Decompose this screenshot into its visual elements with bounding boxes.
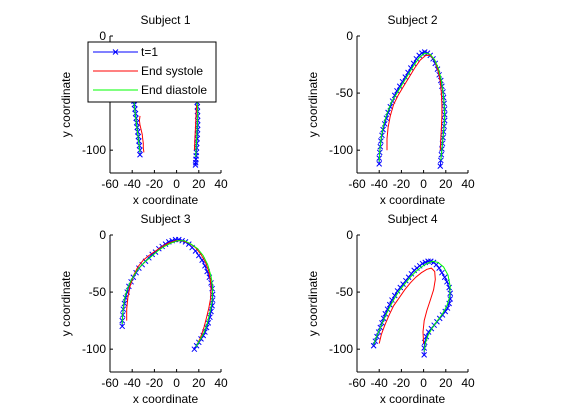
data-point-t-1 (421, 352, 428, 358)
x-tick-label: 0 (173, 376, 180, 390)
y-tick-label: 0 (346, 228, 353, 242)
legend-label-end-systole: End systole (141, 64, 203, 78)
legend: t=1 End systole End diastole (87, 41, 217, 103)
x-axis-label: x coordinate (133, 193, 199, 207)
data-point-t-1 (436, 265, 442, 271)
y-tick-label: -100 (329, 342, 353, 356)
y-tick-label: -50 (89, 285, 107, 299)
plot-area (119, 236, 216, 353)
plot-area (376, 49, 448, 170)
data-point-t-1 (410, 60, 417, 67)
data-point-t-1 (399, 78, 406, 85)
data-point-t-1 (446, 284, 452, 291)
data-point-t-1 (386, 301, 393, 308)
x-tick-label: 0 (173, 177, 180, 191)
data-point-t-1 (437, 157, 444, 164)
subplot-title: Subject 3 (140, 212, 190, 226)
subplot-title: Subject 1 (140, 13, 190, 27)
x-axis-label: x coordinate (380, 193, 446, 207)
data-point-t-1 (421, 345, 428, 351)
subplot-3: -60 -40 -20 0 20 40 0 -50 -100 Subject 3 x coordin… (59, 212, 228, 406)
data-point-t-1 (137, 151, 143, 158)
x-tick-label: -20 (393, 376, 411, 390)
data-point-t-1 (402, 74, 409, 80)
y-axis-label: y coordinate (306, 270, 320, 336)
subplot-4: -60 -40 -20 0 20 40 0 -50 -100 Subject 4 x coordin… (306, 212, 475, 406)
x-tick-label: -60 (348, 376, 366, 390)
x-tick-label: -20 (146, 376, 164, 390)
data-point-t-1 (437, 163, 444, 170)
y-tick-label: -100 (82, 143, 106, 157)
data-point-t-1 (192, 159, 199, 166)
data-point-t-1 (121, 300, 128, 307)
x-tick-label: -40 (371, 177, 389, 191)
series-line-end-systole (378, 267, 436, 344)
legend-label-end-diastole: End diastole (141, 83, 207, 97)
data-point-t-1 (441, 274, 448, 281)
x-tick-label: -60 (101, 177, 119, 191)
x-tick-label: 40 (214, 376, 228, 390)
x-tick-label: -40 (371, 376, 389, 390)
x-tick-label: -40 (124, 177, 142, 191)
series-line-end-systole (138, 104, 198, 153)
x-tick-label: 40 (461, 177, 475, 191)
x-axis-label: x coordinate (133, 392, 199, 406)
x-tick-label: 0 (420, 177, 427, 191)
subplot-title: Subject 4 (387, 212, 437, 226)
data-point-t-1 (396, 83, 403, 90)
data-point-t-1 (439, 269, 445, 276)
data-point-t-1 (425, 329, 432, 335)
data-point-t-1 (119, 323, 126, 330)
x-tick-label: -20 (393, 177, 411, 191)
data-point-t-1 (370, 342, 377, 349)
x-tick-label: 40 (214, 177, 228, 191)
legend-label-t-1: t=1 (141, 45, 158, 59)
y-tick-label: -50 (336, 86, 354, 100)
x-tick-label: 0 (420, 376, 427, 390)
y-axis-label: y coordinate (59, 270, 73, 336)
y-tick-label: -100 (82, 342, 106, 356)
legend-marker (112, 49, 119, 55)
x-tick-label: 20 (192, 177, 206, 191)
y-tick-label: 0 (346, 29, 353, 43)
y-axis-label: y coordinate (59, 71, 73, 137)
x-tick-label: 20 (439, 177, 453, 191)
data-point-t-1 (437, 77, 444, 84)
x-tick-label: 20 (192, 376, 206, 390)
series-line-end-diastole (121, 240, 214, 348)
x-axis-label: x coordinate (380, 392, 446, 406)
data-point-t-1 (394, 87, 400, 94)
y-tick-label: 0 (99, 228, 106, 242)
subplot-2: -60 -40 -20 0 20 40 0 -50 -100 Subject 2 x coordin… (306, 13, 475, 207)
y-tick-label: -100 (329, 143, 353, 157)
x-tick-label: -60 (101, 376, 119, 390)
data-point-t-1 (407, 65, 414, 71)
plot-area (370, 258, 454, 358)
data-point-t-1 (444, 305, 451, 311)
data-point-t-1 (376, 161, 383, 167)
x-tick-label: -20 (146, 177, 164, 191)
y-axis-label: y coordinate (306, 71, 320, 137)
data-point-t-1 (405, 69, 411, 76)
y-tick-label: -50 (336, 285, 354, 299)
data-point-t-1 (191, 346, 198, 353)
x-tick-label: -60 (348, 177, 366, 191)
series-line-end-systole (386, 54, 443, 151)
y-tick-label: 0 (99, 29, 106, 43)
subplot-title: Subject 2 (387, 13, 437, 27)
series-line-end-diastole (378, 52, 446, 162)
data-point-t-1 (192, 162, 199, 168)
x-tick-label: 20 (439, 376, 453, 390)
x-tick-label: -40 (124, 376, 142, 390)
x-tick-label: 40 (461, 376, 475, 390)
data-point-t-1 (389, 297, 395, 303)
series-line-end-diastole (373, 260, 451, 352)
data-point-t-1 (391, 292, 398, 299)
